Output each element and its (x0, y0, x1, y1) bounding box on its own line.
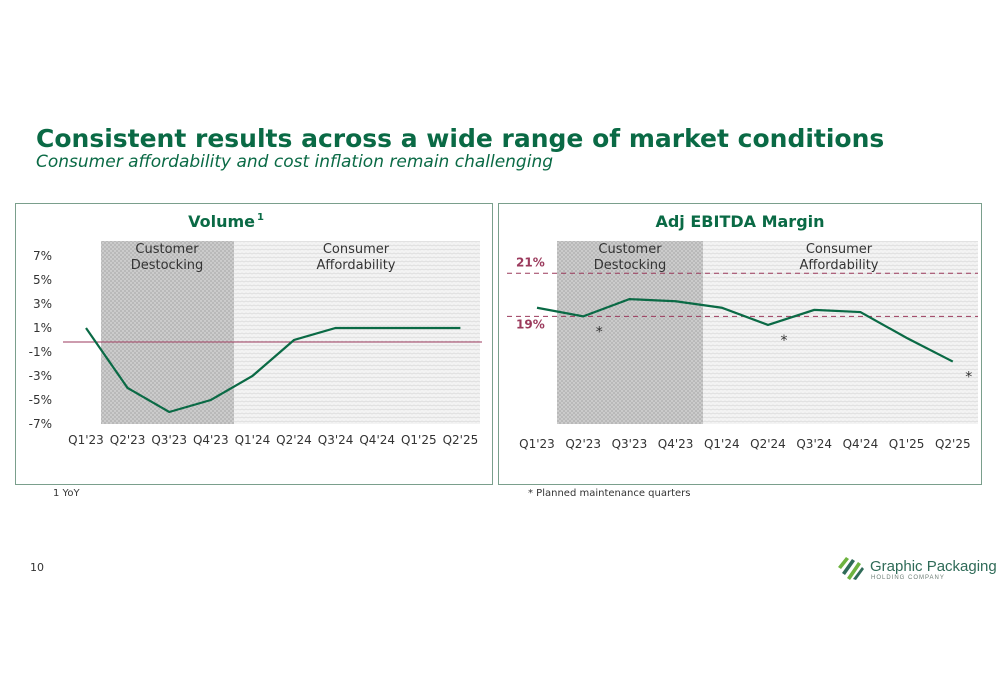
maintenance-marker: * (781, 333, 788, 349)
destocking-region (101, 241, 234, 424)
x-tick-label: Q3'23 (151, 433, 187, 447)
x-tick-label: Q1'24 (704, 437, 740, 451)
x-tick-label: Q1'23 (68, 433, 104, 447)
region-label-destocking-line2: Destocking (594, 258, 667, 273)
volume-chart-title: Volume (188, 212, 255, 231)
x-tick-label: Q2'24 (750, 437, 786, 451)
x-tick-label: Q4'23 (193, 433, 229, 447)
region-label-affordability-line2: Affordability (799, 258, 878, 273)
x-tick-label: Q1'23 (519, 437, 555, 451)
x-tick-label: Q2'23 (565, 437, 601, 451)
ebitda-series-line (536, 298, 954, 363)
region-label-affordability-line1: Consumer (323, 242, 390, 257)
logo-name: Graphic Packaging (870, 558, 997, 575)
volume-chart-title-superscript: 1 (257, 212, 264, 223)
ebitda-chart-panel: Customer Destocking Consumer Affordabili… (498, 203, 982, 485)
x-tick-label: Q1'25 (401, 433, 437, 447)
page-number: 10 (30, 561, 44, 574)
x-tick-label: Q2'25 (935, 437, 971, 451)
x-tick-label: Q2'23 (110, 433, 146, 447)
ebitda-chart-title: Adj EBITDA Margin (655, 212, 824, 231)
affordability-region (703, 241, 978, 424)
y-tick-label: 7% (33, 249, 52, 263)
page-title: Consistent results across a wide range o… (36, 124, 885, 153)
x-tick-label: Q3'24 (796, 437, 832, 451)
y-tick-label: -7% (29, 417, 52, 431)
logo-subtitle: HOLDING COMPANY (871, 575, 945, 581)
x-tick-label: Q4'23 (658, 437, 694, 451)
affordability-region (234, 241, 480, 424)
maintenance-marker: * (965, 370, 972, 386)
y-tick-label: -3% (29, 369, 52, 383)
x-tick-label: Q1'25 (889, 437, 925, 451)
leaf-stripes-icon (838, 557, 864, 580)
region-label-affordability-line2: Affordability (316, 258, 395, 273)
region-label-destocking-line2: Destocking (131, 258, 204, 273)
volume-series-line (85, 326, 461, 414)
maintenance-marker: * (596, 324, 603, 340)
reference-label-21: 21% (516, 255, 545, 269)
region-label-destocking-line1: Customer (135, 242, 199, 257)
footnote-maintenance: * Planned maintenance quarters (528, 488, 691, 499)
company-logo: Graphic Packaging HOLDING COMPANY (836, 553, 997, 585)
ebitda-chart: Customer Destocking Consumer Affordabili… (507, 212, 978, 451)
volume-chart: Customer Destocking Consumer Affordabili… (29, 212, 482, 447)
y-tick-label: -5% (29, 393, 52, 407)
x-tick-label: Q4'24 (843, 437, 879, 451)
volume-chart-panel: Customer Destocking Consumer Affordabili… (15, 203, 493, 485)
destocking-region (557, 241, 703, 424)
reference-label-19: 19% (516, 317, 545, 331)
x-tick-label: Q4'24 (359, 433, 395, 447)
footnote-yoy: 1 YoY (53, 488, 80, 499)
x-tick-label: Q2'25 (443, 433, 479, 447)
x-tick-label: Q3'23 (612, 437, 648, 451)
y-tick-label: 5% (33, 273, 52, 287)
region-label-affordability-line1: Consumer (806, 242, 873, 257)
x-tick-label: Q2'24 (276, 433, 312, 447)
y-tick-label: -1% (29, 345, 52, 359)
region-label-destocking-line1: Customer (598, 242, 662, 257)
page-subtitle: Consumer affordability and cost inflatio… (36, 152, 554, 172)
x-tick-label: Q1'24 (235, 433, 271, 447)
y-tick-label: 1% (33, 321, 52, 335)
x-tick-label: Q3'24 (318, 433, 354, 447)
y-tick-label: 3% (33, 297, 52, 311)
